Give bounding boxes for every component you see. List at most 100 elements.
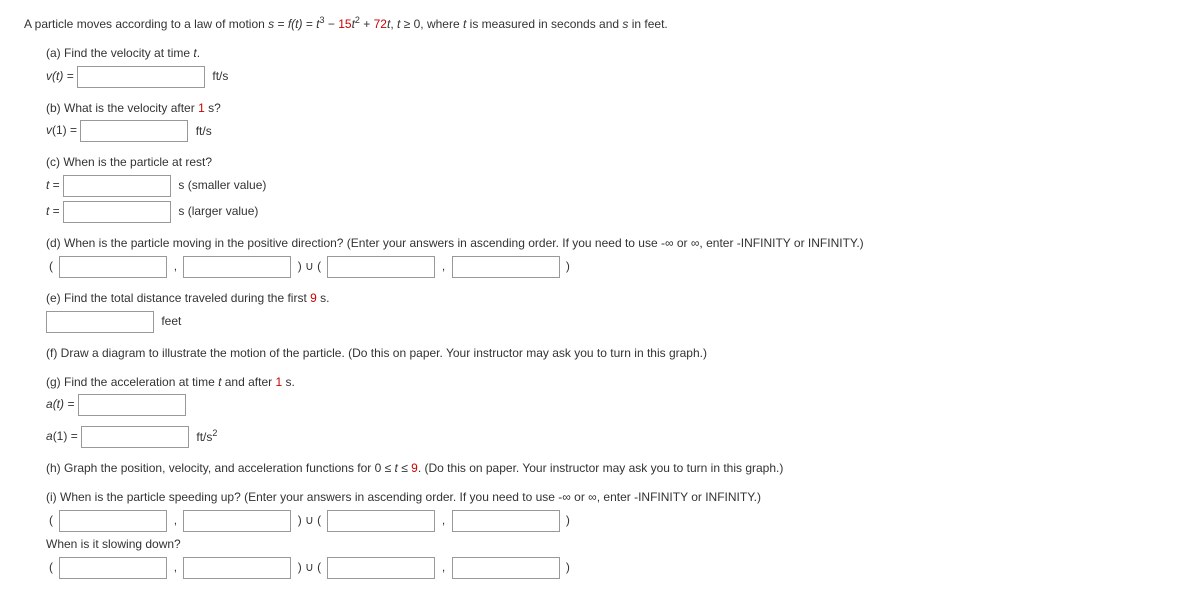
part-c-row2: t = s (larger value): [46, 201, 1176, 223]
c-eq2: =: [49, 204, 63, 218]
c-input-2[interactable]: [63, 201, 171, 223]
h-text3: . (Do this on paper. Your instructor may…: [418, 461, 784, 475]
i-union1: ) ∪ (: [298, 513, 325, 527]
i-down-input-3[interactable]: [327, 557, 435, 579]
i-close1: ): [566, 513, 570, 527]
c-eq1: =: [49, 178, 63, 192]
part-b-text2: s?: [205, 101, 221, 115]
d-close: ): [566, 259, 570, 273]
part-d-label: (d) When is the particle moving in the p…: [46, 235, 1176, 252]
part-g-row1: a(t) =: [46, 394, 1176, 416]
i-union2: ) ∪ (: [298, 560, 325, 574]
part-b: (b) What is the velocity after 1 s? v(1)…: [46, 100, 1176, 143]
stem-end: is measured in seconds and: [466, 17, 622, 31]
part-b-text: (b) What is the velocity after: [46, 101, 198, 115]
d-comma2: ,: [442, 259, 449, 273]
problem-stem: A particle moves according to a law of m…: [24, 14, 1176, 33]
part-i-row1: ( , ) ∪ ( , ): [46, 510, 1176, 532]
stem-72: 72: [374, 17, 387, 31]
g-input-a1[interactable]: [81, 426, 189, 448]
stem-eq2: =: [302, 17, 316, 31]
b-lhs-arg: (1) =: [52, 124, 80, 138]
i-open2: (: [49, 560, 56, 574]
g-lhs-arg: (t) =: [53, 398, 78, 412]
g-lhs-arg2: (1) =: [53, 430, 81, 444]
h-n: 9: [411, 461, 418, 475]
g-unit-txt: ft/s: [196, 430, 212, 444]
part-c: (c) When is the particle at rest? t = s …: [46, 154, 1176, 223]
e-input[interactable]: [46, 311, 154, 333]
part-e-row: feet: [46, 311, 1176, 333]
stem-end2: in feet.: [628, 17, 667, 31]
a-unit: ft/s: [212, 69, 228, 83]
g-text3: s.: [282, 375, 295, 389]
i-comma4: ,: [442, 560, 449, 574]
e-text1: (e) Find the total distance traveled dur…: [46, 291, 310, 305]
d-union: ) ∪ (: [298, 259, 325, 273]
d-input-2[interactable]: [183, 256, 291, 278]
i-open1: (: [49, 513, 56, 527]
i-slow-label: When is it slowing down?: [46, 536, 1176, 553]
part-a-row: v(t) = ft/s: [46, 66, 1176, 88]
b-input[interactable]: [80, 120, 188, 142]
stem-plus: +: [360, 17, 374, 31]
b-unit: ft/s: [196, 124, 212, 138]
part-b-row: v(1) = ft/s: [46, 120, 1176, 142]
c-unit1: s (smaller value): [178, 178, 266, 192]
d-input-3[interactable]: [327, 256, 435, 278]
part-i: (i) When is the particle speeding up? (E…: [46, 489, 1176, 579]
stem-comma: ,: [390, 17, 397, 31]
g-text2: and after: [221, 375, 275, 389]
i-comma1: ,: [174, 513, 181, 527]
part-d: (d) When is the particle moving in the p…: [46, 235, 1176, 278]
part-h-label: (h) Graph the position, velocity, and ac…: [46, 460, 1176, 477]
i-close2: ): [566, 560, 570, 574]
g-lhs-a2: a: [46, 430, 53, 444]
part-b-label: (b) What is the velocity after 1 s?: [46, 100, 1176, 117]
part-c-label: (c) When is the particle at rest?: [46, 154, 1176, 171]
part-g-row2: a(1) = ft/s2: [46, 426, 1176, 448]
part-c-row1: t = s (smaller value): [46, 175, 1176, 197]
h-text2: ≤: [398, 461, 411, 475]
i-comma3: ,: [174, 560, 181, 574]
e-unit: feet: [161, 314, 181, 328]
d-comma1: ,: [174, 259, 181, 273]
part-g: (g) Find the acceleration at time t and …: [46, 374, 1176, 449]
i-up-input-2[interactable]: [183, 510, 291, 532]
stem-minus: −: [325, 17, 339, 31]
stem-ft-arg: (t): [291, 17, 302, 31]
c-unit2: s (larger value): [178, 204, 258, 218]
c-input-1[interactable]: [63, 175, 171, 197]
i-down-input-1[interactable]: [59, 557, 167, 579]
d-open: (: [49, 259, 56, 273]
part-i-row2: ( , ) ∪ ( , ): [46, 557, 1176, 579]
i-up-input-1[interactable]: [59, 510, 167, 532]
part-i-label: (i) When is the particle speeding up? (E…: [46, 489, 1176, 506]
i-up-input-4[interactable]: [452, 510, 560, 532]
d-input-1[interactable]: [59, 256, 167, 278]
part-d-row: ( , ) ∪ ( , ): [46, 256, 1176, 278]
d-input-4[interactable]: [452, 256, 560, 278]
part-a-text: (a) Find the velocity at time: [46, 46, 193, 60]
stem-eq1: =: [274, 17, 288, 31]
g-text1: (g) Find the acceleration at time: [46, 375, 218, 389]
part-a-label: (a) Find the velocity at time t.: [46, 45, 1176, 62]
part-e: (e) Find the total distance traveled dur…: [46, 290, 1176, 333]
i-down-input-4[interactable]: [452, 557, 560, 579]
part-f-label: (f) Draw a diagram to illustrate the mot…: [46, 345, 1176, 362]
e-text2: s.: [317, 291, 330, 305]
g-input-at[interactable]: [78, 394, 186, 416]
g-unit: ft/s2: [196, 430, 217, 444]
part-f: (f) Draw a diagram to illustrate the mot…: [46, 345, 1176, 362]
a-lhs-arg: (t) =: [52, 69, 77, 83]
part-e-label: (e) Find the total distance traveled dur…: [46, 290, 1176, 307]
stem-geq: ≥ 0, where: [400, 17, 463, 31]
g-unit-exp: 2: [212, 428, 217, 438]
a-input[interactable]: [77, 66, 205, 88]
part-g-label: (g) Find the acceleration at time t and …: [46, 374, 1176, 391]
e-n: 9: [310, 291, 317, 305]
i-comma2: ,: [442, 513, 449, 527]
i-down-input-2[interactable]: [183, 557, 291, 579]
i-up-input-3[interactable]: [327, 510, 435, 532]
part-a: (a) Find the velocity at time t. v(t) = …: [46, 45, 1176, 88]
